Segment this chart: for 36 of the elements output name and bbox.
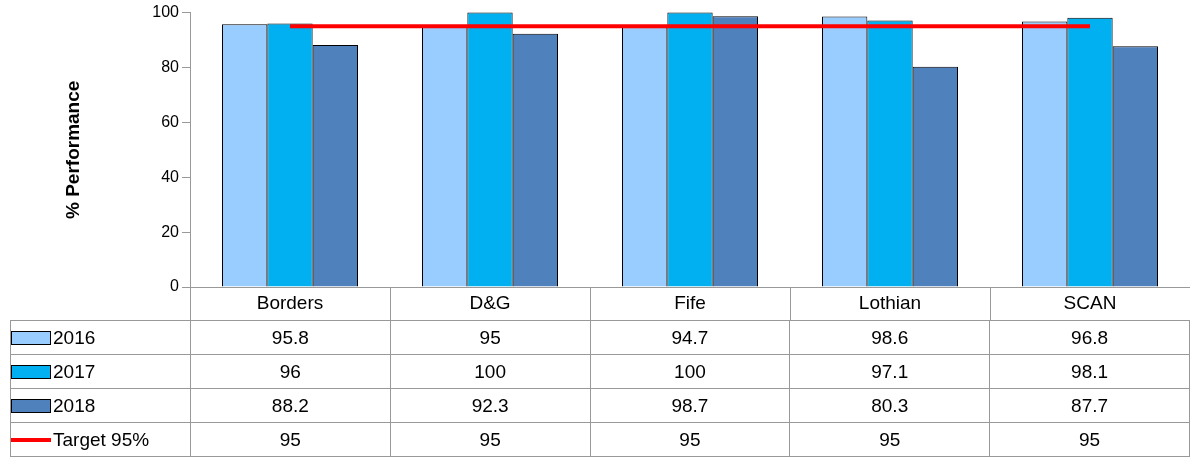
y-tick-label: 0 bbox=[170, 277, 180, 295]
legend-label: 2016 bbox=[10, 320, 191, 355]
data-label: 96 bbox=[190, 354, 391, 389]
y-tick-label: 80 bbox=[161, 57, 180, 75]
x-tick-label: Lothian bbox=[858, 291, 922, 313]
y-tick-label: 20 bbox=[161, 222, 180, 240]
data-label: 95 bbox=[390, 320, 591, 355]
data-label: 95 bbox=[190, 422, 391, 457]
data-label: 95.8 bbox=[190, 320, 391, 355]
data-label: 100 bbox=[590, 354, 790, 389]
x-tick-label: Fife bbox=[674, 291, 706, 313]
x-tick-label: D&G bbox=[469, 291, 511, 313]
data-label: 98.6 bbox=[789, 320, 990, 355]
data-label: 95 bbox=[989, 422, 1190, 457]
data-label: 98.7 bbox=[590, 388, 790, 423]
y-tick-label: 60 bbox=[161, 112, 180, 130]
data-label: 80.3 bbox=[789, 388, 990, 423]
x-tick-label: SCAN bbox=[1063, 291, 1117, 313]
data-label: 87.7 bbox=[989, 388, 1190, 423]
data-label: 98.1 bbox=[989, 354, 1190, 389]
y-tick-label: 40 bbox=[161, 167, 180, 185]
legend-label: 2017 bbox=[10, 354, 191, 389]
x-tick-label: Borders bbox=[256, 291, 324, 313]
legend-label: Target 95% bbox=[10, 422, 191, 457]
data-label: 95 bbox=[390, 422, 591, 457]
data-label: 96.8 bbox=[989, 320, 1190, 355]
data-label: 97.1 bbox=[789, 354, 990, 389]
data-label: 94.7 bbox=[590, 320, 790, 355]
y-tick-label: 100 bbox=[152, 3, 180, 21]
data-label: 92.3 bbox=[390, 388, 591, 423]
legend-label: 2018 bbox=[10, 388, 191, 423]
data-label: 95 bbox=[590, 422, 790, 457]
y-axis-title: % Performance bbox=[61, 80, 83, 219]
data-label: 88.2 bbox=[190, 388, 391, 423]
data-label: 95 bbox=[789, 422, 990, 457]
data-label: 100 bbox=[390, 354, 591, 389]
